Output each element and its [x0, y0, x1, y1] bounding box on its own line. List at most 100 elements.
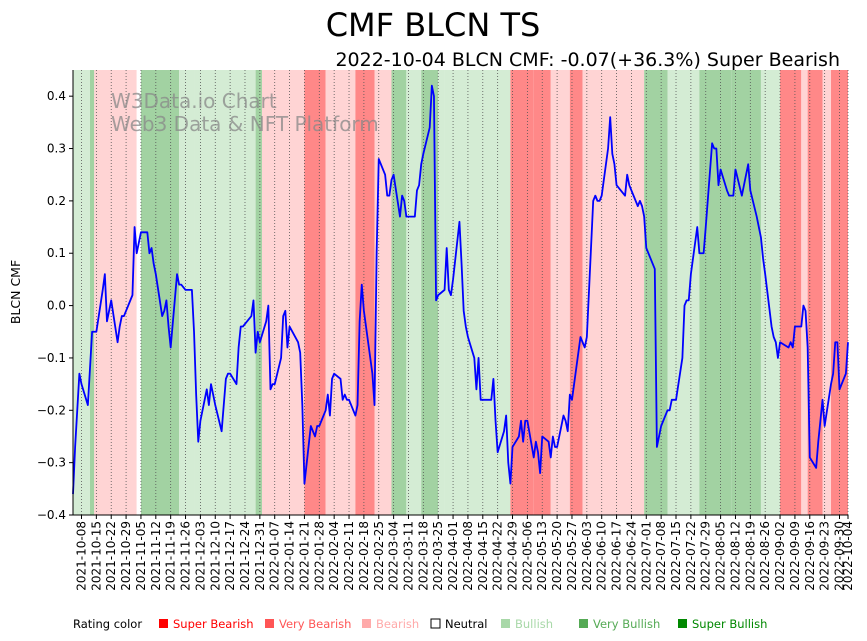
y-tick-label: −0.1 — [37, 351, 66, 365]
y-tick-label: −0.4 — [37, 508, 66, 522]
rating-band-bullish — [406, 70, 422, 515]
rating-band-bearish — [801, 70, 808, 515]
x-tick-label: 2021-10-22 — [104, 521, 118, 591]
rating-band-very-bearish — [780, 70, 802, 515]
x-tick-label: 2022-04-22 — [491, 521, 505, 591]
rating-band-bullish — [444, 70, 511, 515]
rating-band-neutral — [136, 70, 141, 515]
legend-swatch-bearish — [362, 619, 371, 628]
legend-entry-super-bearish: Super Bearish — [173, 617, 254, 631]
rating-band-very-bullish — [255, 70, 262, 515]
x-tick-label: 2022-07-15 — [669, 521, 683, 591]
x-tick-label: 2022-07-29 — [699, 521, 713, 591]
x-tick-label: 2022-04-29 — [506, 521, 520, 591]
x-tick-label: 2021-10-15 — [89, 521, 103, 591]
x-tick-label: 2022-02-11 — [342, 521, 356, 591]
x-tick-label: 2022-09-16 — [803, 521, 817, 591]
x-tick-label: 2022-01-21 — [297, 521, 311, 591]
watermark: W3Data.io Chart Web3 Data & NFT Platform — [111, 89, 379, 136]
legend-swatch-very-bearish — [265, 619, 274, 628]
rating-band-very-bearish — [304, 70, 326, 515]
x-tick-label: 2021-11-12 — [149, 521, 163, 591]
x-tick-label: 2022-05-06 — [520, 521, 534, 591]
x-tick-label: 2022-08-26 — [758, 521, 772, 591]
x-tick-label: 2022-09-09 — [788, 521, 802, 591]
x-tick-label: 2021-12-03 — [193, 521, 207, 591]
legend: Rating color Super Bearish Very Bearish Bea… — [73, 617, 767, 631]
rating-band-bearish — [550, 70, 570, 515]
legend-label: Rating color — [73, 617, 142, 631]
x-tick-label: 2022-03-04 — [387, 521, 401, 591]
watermark-line-2: Web3 Data & NFT Platform — [111, 112, 379, 136]
x-tick-label: 2022-05-27 — [565, 521, 579, 591]
x-tick-label: 2021-11-26 — [179, 521, 193, 591]
legend-entry-neutral: Neutral — [445, 617, 487, 631]
x-tick-label: 2022-01-28 — [312, 521, 326, 591]
y-tick-label: 0.1 — [47, 246, 66, 260]
rating-band-very-bullish — [699, 70, 732, 515]
y-axis-label: BLCN CMF — [8, 260, 23, 324]
x-tick-label: 2022-09-30 — [833, 521, 847, 591]
x-tick-label: 2022-10-04 — [841, 521, 855, 591]
x-tick-label: 2022-07-01 — [639, 521, 653, 591]
x-tick-label: 2022-04-08 — [461, 521, 475, 591]
x-tick-label: 2022-09-02 — [773, 521, 787, 591]
x-tick-label: 2022-04-15 — [476, 521, 490, 591]
x-tick-label: 2021-12-24 — [238, 521, 252, 591]
watermark-line-1: W3Data.io Chart — [111, 89, 277, 113]
x-tick-label: 2022-08-19 — [743, 521, 757, 591]
rating-band-bearish — [325, 70, 356, 515]
rating-band-very-bearish — [807, 70, 823, 515]
rating-band-bullish — [179, 70, 195, 515]
x-tick-label: 2021-12-10 — [208, 521, 222, 591]
chart-title: CMF BLCN TS — [326, 6, 541, 44]
legend-entry-very-bullish: Very Bullish — [593, 617, 660, 631]
x-tick-label: 2022-03-11 — [402, 521, 416, 591]
x-tick-label: 2022-03-18 — [416, 521, 430, 591]
legend-entry-super-bullish: Super Bullish — [692, 617, 767, 631]
x-tick-label: 2022-08-05 — [714, 521, 728, 591]
x-tick-label: 2022-08-12 — [729, 521, 743, 591]
series-line — [72, 84, 849, 495]
x-tick-label: 2022-09-23 — [818, 521, 832, 591]
x-tick-label: 2021-11-05 — [134, 521, 148, 591]
rating-band-very-bearish — [510, 70, 534, 515]
y-tick-label: 0.0 — [47, 299, 66, 313]
legend-entry-very-bearish: Very Bearish — [279, 617, 351, 631]
legend-entry-bearish: Bearish — [376, 617, 419, 631]
rating-band-very-bullish — [140, 70, 180, 515]
x-tick-label: 2022-02-04 — [327, 521, 341, 591]
x-tick-label: 2021-10-08 — [75, 521, 89, 591]
x-tick-label: 2022-01-14 — [283, 521, 297, 591]
y-tick-label: 0.3 — [47, 142, 66, 156]
x-tick-label: 2021-10-29 — [119, 521, 133, 591]
x-tick-label: 2022-02-25 — [372, 521, 386, 591]
rating-bands — [73, 70, 848, 515]
rating-band-very-bullish — [89, 70, 95, 515]
x-tick-label: 2022-06-17 — [610, 521, 624, 591]
x-tick-label: 2022-06-10 — [595, 521, 609, 591]
rating-band-bullish — [667, 70, 700, 515]
rating-band-bearish — [822, 70, 832, 515]
x-tick-label: 2022-04-01 — [446, 521, 460, 591]
x-tick-label: 2022-05-13 — [535, 521, 549, 591]
legend-swatch-bullish — [501, 619, 510, 628]
y-tick-label: 0.4 — [47, 89, 66, 103]
rating-band-bearish — [374, 70, 392, 515]
legend-swatch-super-bearish — [159, 619, 168, 628]
rating-band-bullish — [760, 70, 781, 515]
x-tick-label: 2021-11-19 — [164, 521, 178, 591]
x-tick-label: 2022-03-25 — [431, 521, 445, 591]
x-tick-label: 2022-05-20 — [550, 521, 564, 591]
x-tick-label: 2021-12-31 — [253, 521, 267, 591]
rating-band-very-bearish — [569, 70, 583, 515]
x-tick-label: 2022-07-22 — [684, 521, 698, 591]
legend-swatch-very-bullish — [579, 619, 588, 628]
series-group — [72, 84, 849, 495]
x-tick-label: 2022-01-07 — [268, 521, 282, 591]
x-tick-label: 2022-02-18 — [357, 521, 371, 591]
rating-band-bearish — [94, 70, 137, 515]
legend-swatch-neutral — [430, 618, 441, 629]
y-tick-label: −0.2 — [37, 403, 66, 417]
